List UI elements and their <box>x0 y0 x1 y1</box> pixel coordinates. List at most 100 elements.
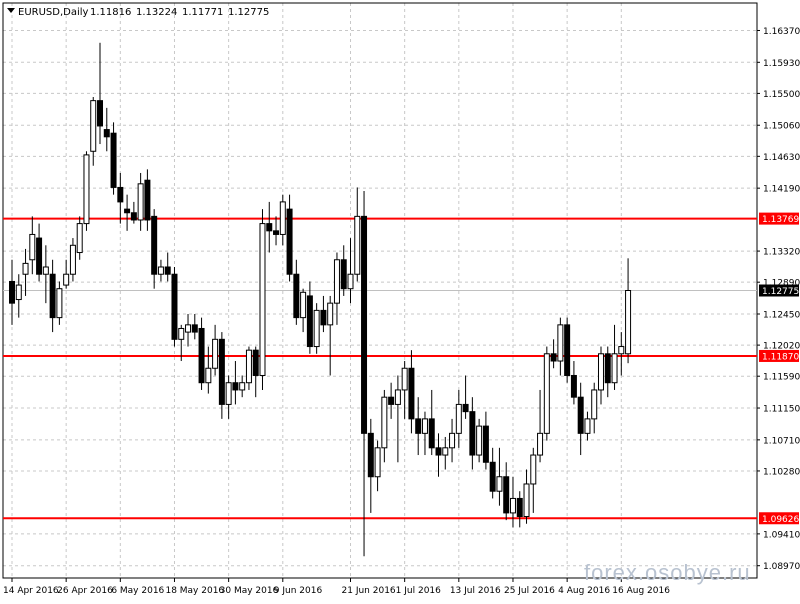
watermark-text: forex.osobye.ru <box>584 560 751 585</box>
candle-body-bullish <box>300 291 307 319</box>
candle-body-bullish <box>205 367 212 384</box>
candle-body-bullish <box>597 353 604 391</box>
candle <box>530 447 537 513</box>
candle <box>117 172 124 224</box>
candle <box>36 223 43 282</box>
time-tick-label: 21 Jun 2016 <box>342 586 396 596</box>
candle <box>347 238 354 304</box>
candle <box>293 259 300 325</box>
candle <box>151 209 158 289</box>
candle-body-bullish <box>455 403 462 434</box>
candle-body-bearish <box>293 273 300 319</box>
candle <box>69 238 76 282</box>
candle <box>245 346 252 390</box>
candle <box>597 346 604 405</box>
candle <box>300 288 307 333</box>
candle <box>388 382 395 419</box>
candle-body-bearish <box>469 411 476 456</box>
candle-body-bearish <box>489 461 496 492</box>
candle <box>374 440 381 492</box>
candle <box>252 346 259 398</box>
candle <box>401 361 408 419</box>
candle-body-bearish <box>151 215 158 275</box>
candle <box>171 266 178 347</box>
candle <box>550 339 557 369</box>
candle <box>469 397 476 470</box>
candle-body-bullish <box>584 418 591 434</box>
candle-body-bearish <box>130 212 137 221</box>
candle-body-bullish <box>421 418 428 434</box>
price-tick-label: 1.10280 <box>763 467 800 477</box>
horizontal-levels: 1.13769 1.11870 1.09626 <box>3 212 799 525</box>
candle <box>489 447 496 499</box>
candle-body-bullish <box>245 349 252 384</box>
candle-body-bullish <box>83 154 90 225</box>
candle <box>164 252 171 282</box>
price-tick-label: 1.09410 <box>763 530 800 540</box>
candle-body-bearish <box>462 403 469 413</box>
candle <box>367 418 374 513</box>
candle-body-bullish <box>401 367 408 391</box>
candle-body-bullish <box>76 223 83 254</box>
candle <box>144 169 151 231</box>
candle-body-bullish <box>625 290 632 355</box>
candle-body-bearish <box>36 237 43 275</box>
level-price-tag <box>759 512 799 525</box>
price-tick-label: 1.12450 <box>763 311 800 321</box>
price-tick-label: 1.15930 <box>763 59 800 69</box>
ohlc-high: 1.13224 <box>136 7 177 18</box>
candle-body-bullish <box>618 346 625 355</box>
candle-body-bullish <box>90 100 97 152</box>
candle <box>124 194 131 231</box>
candle <box>618 332 625 376</box>
time-tick-label: 30 May 2016 <box>220 586 279 596</box>
price-tick-label: 1.10710 <box>763 436 800 446</box>
candle-body-bullish <box>611 353 618 384</box>
candle <box>218 332 225 419</box>
candle-body-bullish <box>259 223 266 376</box>
price-tick-label: 1.12020 <box>763 342 800 352</box>
candle <box>178 324 185 362</box>
candle <box>557 317 564 376</box>
time-tick-label: 18 May 2016 <box>165 586 224 596</box>
candle-body-bearish <box>124 208 131 214</box>
candle-body-bullish <box>496 476 503 492</box>
candle <box>266 201 273 253</box>
time-tick-label: 26 Apr 2016 <box>57 586 113 596</box>
symbol-label[interactable]: EURUSD,Daily <box>18 7 89 18</box>
candle <box>394 375 401 463</box>
candle <box>22 248 29 296</box>
candle <box>462 375 469 419</box>
candle-body-bullish <box>333 259 340 304</box>
level-price-label: 1.13769 <box>762 215 799 225</box>
time-tick-label: 14 Apr 2016 <box>3 586 59 596</box>
time-tick-label: 25 Jul 2016 <box>504 586 555 596</box>
price-tick-label: 1.11590 <box>763 373 800 383</box>
candle <box>496 447 503 506</box>
candle <box>476 418 483 463</box>
candle <box>455 389 462 448</box>
candle <box>584 411 591 441</box>
time-tick-label: 16 Aug 2016 <box>612 586 670 596</box>
candle-body-bearish <box>252 349 259 376</box>
candle-body-bullish <box>239 382 246 391</box>
candle-body-bearish <box>564 324 571 376</box>
candle <box>313 303 320 354</box>
candle-body-bearish <box>232 382 239 391</box>
candle <box>611 324 618 390</box>
candle-body-bearish <box>550 353 557 362</box>
candle <box>83 151 90 231</box>
price-tick-label: 1.12890 <box>763 279 800 289</box>
candle <box>9 259 15 325</box>
candle-body-bearish <box>218 338 225 405</box>
candle <box>110 122 117 195</box>
dropdown-arrow-icon[interactable] <box>7 8 15 13</box>
price-tick-label: 1.15060 <box>763 122 800 132</box>
ohlc-close: 1.12775 <box>228 7 269 18</box>
candle-body-bullish <box>354 215 361 275</box>
price-tick-label: 1.14630 <box>763 153 800 163</box>
candle-body-bearish <box>117 186 124 203</box>
candle-body-bullish <box>543 353 550 434</box>
